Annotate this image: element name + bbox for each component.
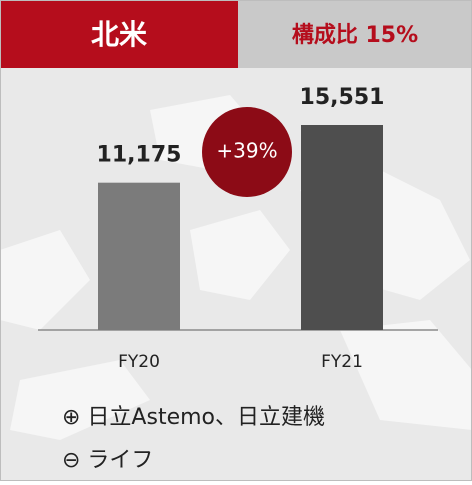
map-shape <box>190 210 290 300</box>
value-label: 15,551 <box>300 85 385 110</box>
share-label: 構成比 15% <box>292 22 418 48</box>
growth-circle <box>202 107 292 197</box>
map-shape <box>340 320 472 430</box>
bar <box>301 125 383 330</box>
bar <box>98 182 180 330</box>
x-tick-label: FY21 <box>321 352 363 372</box>
header-left <box>0 0 238 68</box>
note: ⊖ ライフ <box>62 448 153 473</box>
growth-label: +39% <box>216 139 277 163</box>
note: ⊕ 日立Astemo、日立建機 <box>62 405 325 430</box>
header-right <box>238 0 472 68</box>
region-title: 北米 <box>91 18 147 51</box>
x-tick-label: FY20 <box>118 352 160 372</box>
value-label: 11,175 <box>97 143 182 168</box>
map-shape <box>10 360 150 440</box>
map-shape <box>0 230 90 330</box>
